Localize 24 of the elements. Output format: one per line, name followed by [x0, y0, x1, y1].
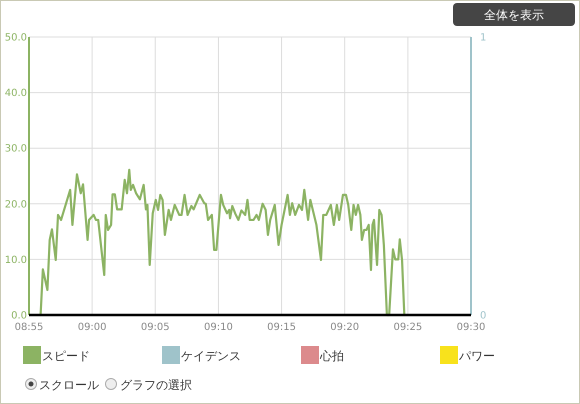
text: グラフの選択: [120, 378, 192, 392]
x-tick-label: 09:30: [456, 322, 486, 333]
y-tick-label: 40.0: [4, 88, 27, 100]
text: 全体を表示: [484, 8, 544, 22]
x-tick-label: 09:05: [140, 322, 170, 333]
legend-label: ケイデンス: [181, 349, 241, 363]
legend-label: スピード: [42, 349, 90, 363]
line-series: [39, 168, 406, 316]
x-tick-label: 09:25: [393, 322, 422, 333]
legend-label: 心拍: [319, 349, 344, 363]
legend-label: パワー: [458, 349, 495, 363]
x-tick-label: 09:15: [267, 322, 296, 333]
x-tick-label: 09:10: [204, 322, 233, 333]
x-tick-label: 08:55: [14, 322, 44, 333]
x-tick-label: 09:00: [78, 322, 107, 333]
x-tick-label: 09:20: [330, 322, 360, 333]
y-tick-label: 20.0: [4, 199, 27, 210]
y-tick-label: 50.0: [4, 32, 27, 44]
y-tick-label: 0.0: [11, 310, 27, 322]
y2-tick-label: 1: [480, 32, 486, 44]
text: スクロール: [39, 378, 99, 392]
y-tick-label: 30.0: [4, 144, 27, 155]
y-tick-label: 10.0: [4, 254, 27, 266]
y2-tick-label: 0: [480, 310, 486, 322]
